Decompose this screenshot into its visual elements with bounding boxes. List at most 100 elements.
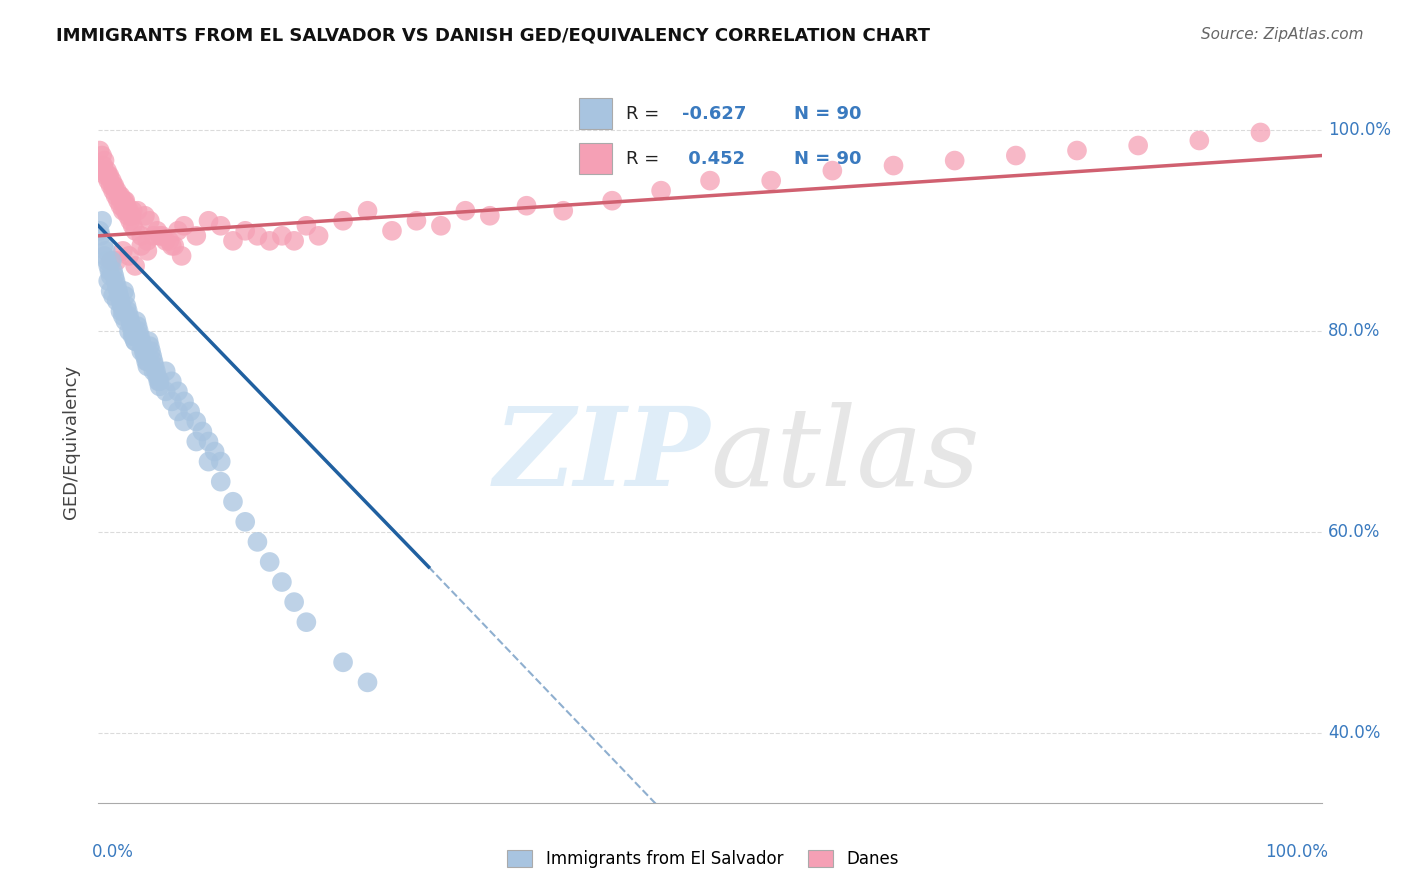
Text: 80.0%: 80.0% [1327,322,1381,340]
Point [120,209,142,223]
Text: IMMIGRANTS FROM EL SALVADOR VS DANISH GED/EQUIVALENCY CORRELATION CHART: IMMIGRANTS FROM EL SALVADOR VS DANISH GE… [56,27,931,45]
Point [173,394,195,409]
Point [122,329,145,343]
Point [222,494,245,508]
Point [136,359,159,374]
Point [114,203,136,218]
Text: 40.0%: 40.0% [1327,723,1381,741]
Point [138,334,160,348]
Point [943,153,966,168]
Point [117,304,139,318]
Point [94,244,117,258]
Point [186,414,208,429]
Point [295,615,318,630]
Point [1188,133,1211,147]
Point [120,314,142,328]
Point [124,259,146,273]
Point [283,234,305,248]
Point [110,293,132,308]
Point [454,203,477,218]
Y-axis label: GED/Equivalency: GED/Equivalency [62,365,80,518]
Point [160,239,183,253]
Point [142,228,165,243]
Point [98,169,121,183]
Point [120,319,142,334]
Point [120,213,142,227]
Point [149,379,172,393]
Point [246,228,269,243]
Point [112,194,135,208]
Point [478,209,501,223]
Point [110,199,132,213]
Point [103,178,125,193]
Point [111,309,134,323]
Text: 100.0%: 100.0% [1265,843,1327,861]
Point [204,444,226,458]
Point [209,219,232,233]
Text: 60.0%: 60.0% [1327,523,1381,541]
Point [515,199,537,213]
Point [129,344,152,359]
Point [270,228,294,243]
Point [163,239,186,253]
Point [160,394,183,409]
Point [107,194,129,208]
Point [111,203,134,218]
Point [112,284,135,298]
Point [295,219,318,233]
Point [101,264,124,278]
Point [105,184,128,198]
Point [91,159,114,173]
Point [101,253,124,268]
Point [381,224,404,238]
Point [191,425,214,439]
Point [118,324,141,338]
Point [107,284,129,298]
Point [150,228,173,243]
Point [97,169,120,183]
Point [114,194,136,208]
Point [98,264,121,278]
Point [89,224,111,238]
Point [111,244,134,258]
Point [136,244,159,258]
Point [160,374,183,388]
Point [405,213,427,227]
Point [259,234,281,248]
Point [142,354,165,368]
Point [121,219,143,233]
Point [105,253,128,268]
Point [101,173,124,188]
Point [91,148,114,162]
Point [270,574,294,589]
Point [167,384,190,399]
Point [101,184,124,198]
Point [170,249,193,263]
Point [115,299,138,313]
Text: ZIP: ZIP [494,402,710,509]
Point [149,228,172,243]
Point [233,515,256,529]
Point [142,364,165,378]
Point [155,364,177,378]
Point [101,289,124,303]
Point [110,304,132,318]
Point [148,374,170,388]
Point [155,384,177,399]
Point [145,364,167,378]
Point [173,219,195,233]
Point [821,163,844,178]
Point [186,228,208,243]
Point [259,555,281,569]
Point [332,655,354,669]
Point [124,334,146,348]
Point [100,268,122,283]
Point [129,228,152,243]
Point [553,203,575,218]
Text: atlas: atlas [710,402,980,509]
Point [100,284,122,298]
Point [129,239,152,253]
Point [127,319,149,334]
Point [89,144,111,158]
Point [430,219,453,233]
